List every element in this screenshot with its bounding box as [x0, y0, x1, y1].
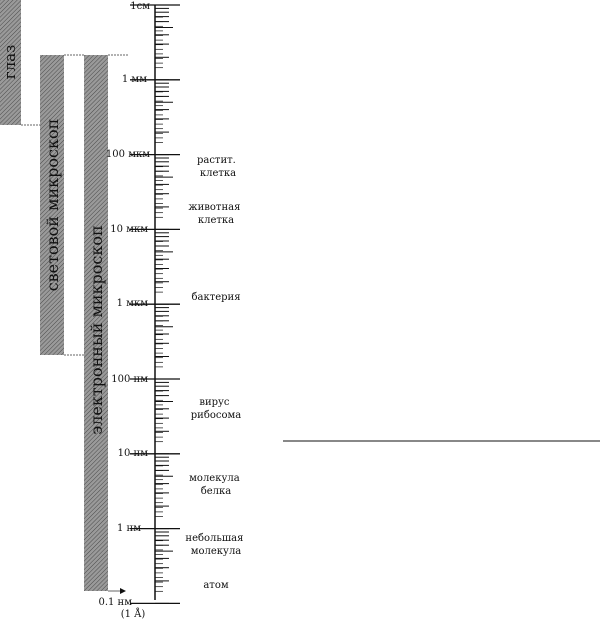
axis-ticks [130, 4, 180, 605]
object-virus-ribosome: вирус рибосома [191, 397, 242, 421]
scale-label-01nm: 0.1 нм [98, 597, 132, 608]
scale-label-1nm: 1 нм [117, 523, 141, 534]
object-labels: растит. клетка животная клетка бактерия … [185, 155, 246, 591]
scale-label-1cm: 1см [130, 1, 150, 12]
object-atom: атом [203, 580, 229, 591]
scale-label-100nm: 100 нм [111, 374, 148, 385]
object-bacterium: бактерия [191, 292, 240, 303]
scale-label-100um: 100 мкм [106, 149, 150, 160]
eye-label: глаз [1, 45, 19, 80]
object-small-molecule: небольшая молекула [185, 533, 246, 557]
scale-labels: 1см 1 мм 100 мкм 10 мкм 1 мкм 100 нм 10 … [98, 1, 150, 620]
scale-label-1mm: 1 мм [122, 74, 147, 85]
electron-microscope-label: электронный микроскоп [87, 225, 106, 434]
scale-label-10nm: 10 нм [118, 448, 149, 459]
scale-label-10um: 10 мкм [110, 224, 148, 235]
eye-band [0, 0, 21, 125]
instrument-bands: глаз световой микроскоп электронный микр… [0, 0, 128, 594]
electron-microscope-band [84, 55, 108, 591]
object-protein-molecule: молекула белка [189, 473, 243, 497]
object-animal-cell: животная клетка [188, 202, 243, 226]
light-microscope-label: световой микроскоп [43, 119, 62, 292]
scale-label-1angstrom: (1 Å) [121, 608, 146, 620]
scale-label-1um: 1 мкм [117, 298, 149, 309]
object-plant-cell: растит. клетка [197, 155, 239, 179]
scale-axis [130, 4, 180, 605]
band-connectors [21, 54, 128, 594]
light-microscope-band [40, 55, 64, 355]
